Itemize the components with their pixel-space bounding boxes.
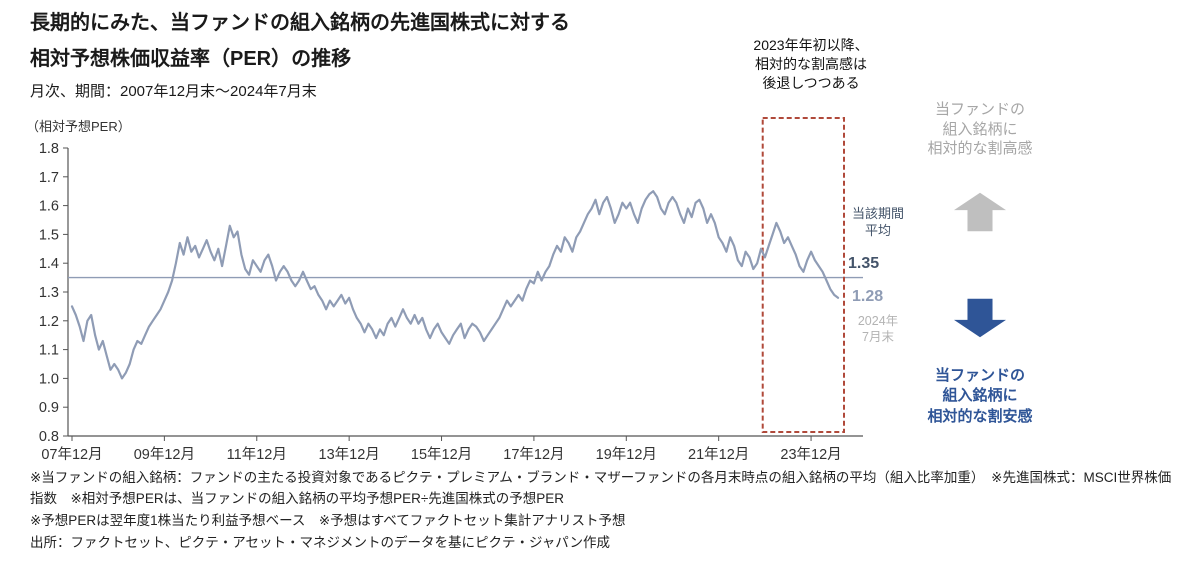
x-tick-label: 23年12月 [780,446,841,463]
x-tick-label: 17年12月 [503,446,564,463]
highlight-box [761,117,845,433]
up-arrow-shape [954,192,1006,232]
chart-area: 0.8 0.9 1.0 1.1 1.2 1.3 1.4 1.5 1.6 1.7 1.8 07年12月 0… [28,108,908,473]
y-tick-label: 1.7 [39,170,59,186]
x-tick-label: 09年12月 [134,446,195,463]
period-average-label: 当該期間 平均 [851,206,904,238]
footnotes: ※当ファンドの組入銘柄：ファンドの主たる投資対象であるピクテ・プレミアム・ブラン… [30,468,1180,555]
x-tick-label: 15年12月 [411,446,472,463]
down-arrow-icon [954,298,1006,338]
y-tick-label: 1.5 [39,227,59,243]
undervalued-note: 当ファンドの 組入銘柄に 相対的な割安感 [927,367,1033,425]
down-arrow-shape [954,298,1006,338]
x-tick-label: 19年12月 [596,446,657,463]
x-tick-label: 07年12月 [41,446,102,463]
up-arrow-icon [954,192,1006,232]
footnote-3: 出所：ファクトセット、ピクテ・アセット・マネジメントのデータを基にピクテ・ジャパ… [30,534,610,550]
x-tick-label: 13年12月 [319,446,380,463]
y-tick-label: 1.6 [39,199,59,215]
per-line-chart: 0.8 0.9 1.0 1.1 1.2 1.3 1.4 1.5 1.6 1.7 1.8 07年12月 0… [39,117,863,463]
overvalued-note: 当ファンドの 組入銘柄に 相対的な割高感 [927,101,1033,157]
x-tick-label: 11年12月 [227,446,287,463]
latest-date-label: 2024年 7月末 [857,314,899,345]
y-tick-label: 1.8 [39,141,59,157]
x-tick-label: 21年12月 [688,446,749,463]
page-title-line1: 長期的にみた、当ファンドの組入銘柄の先進国株式に対する [30,12,570,34]
period-average-value: 1.35 [848,255,880,272]
y-tick-label: 1.4 [39,256,59,272]
y-tick-label: 1.3 [39,285,59,301]
y-tick-label: 1.2 [39,314,59,330]
per-series-line [70,190,840,380]
latest-value: 1.28 [852,288,884,305]
y-tick-label: 0.8 [39,429,59,445]
footnote-1: ※当ファンドの組入銘柄：ファンドの主たる投資対象であるピクテ・プレミアム・ブラン… [30,470,1172,506]
y-axis-caption: （相対予想PER） [26,119,131,134]
y-tick-label: 1.1 [39,343,59,359]
page-title-line2: 相対予想株価収益率（PER）の推移 [30,48,352,70]
highlight-annotation: 2023年年初以降、 相対的な割高感は 後退しつつある [753,37,869,91]
y-tick-label: 0.9 [39,400,59,416]
chart-subtitle: 月次、期間：2007年12月末～2024年7月末 [30,83,317,100]
footnote-2: ※予想PERは翌年度1株当たり利益予想ベース ※予想はすべてファクトセット集計ア… [30,512,626,528]
y-tick-label: 1.0 [39,371,59,387]
